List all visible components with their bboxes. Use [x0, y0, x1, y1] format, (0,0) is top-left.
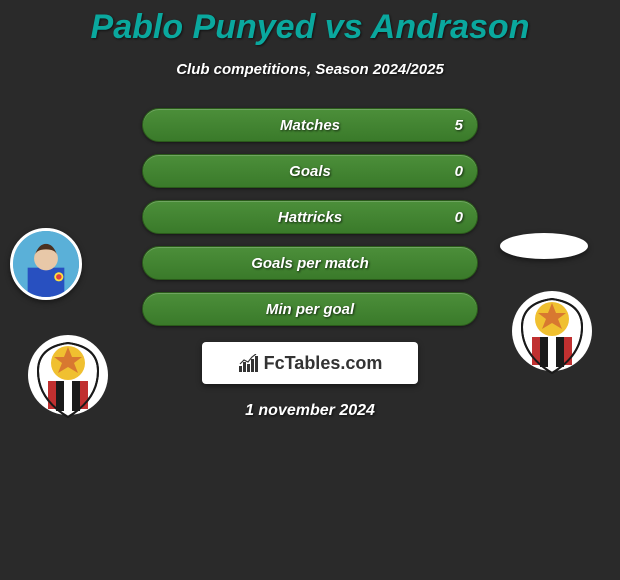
barchart-icon: [238, 354, 260, 372]
club-badge-right: [502, 284, 602, 384]
page-title: Pablo Punyed vs Andrason: [0, 0, 620, 47]
club-badge-left: [18, 328, 118, 428]
subtitle: Club competitions, Season 2024/2025: [0, 61, 620, 78]
stat-value-right: 0: [455, 163, 463, 180]
stat-value-right: 5: [455, 117, 463, 134]
player-avatar-right: [500, 233, 588, 259]
stat-row-mpg: Min per goal: [142, 292, 478, 326]
player-photo-icon: [13, 231, 79, 297]
stat-label: Hattricks: [278, 209, 342, 226]
stat-label: Min per goal: [266, 301, 354, 318]
club-shield-icon: [26, 333, 110, 423]
stat-label: Goals per match: [251, 255, 369, 272]
logo-text: FcTables.com: [238, 353, 383, 374]
stat-label: Matches: [280, 117, 340, 134]
stat-row-goals: Goals 0: [142, 154, 478, 188]
stat-value-right: 0: [455, 209, 463, 226]
club-shield-icon: [510, 289, 594, 379]
player-avatar-left: [10, 228, 82, 300]
stat-label: Goals: [289, 163, 331, 180]
stat-row-matches: Matches 5: [142, 108, 478, 142]
attribution-logo: FcTables.com: [202, 342, 418, 384]
stat-row-hattricks: Hattricks 0: [142, 200, 478, 234]
stats-area: Matches 5 Goals 0 Hattricks 0 Goals per …: [0, 108, 620, 420]
logo-label: FcTables.com: [264, 353, 383, 374]
stat-row-gpm: Goals per match: [142, 246, 478, 280]
